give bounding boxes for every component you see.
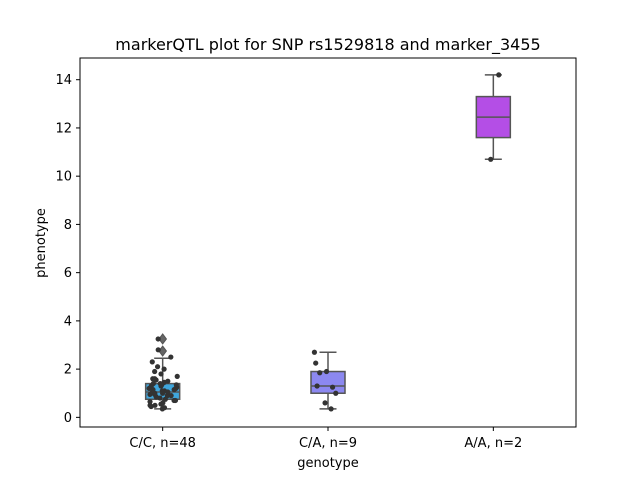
data-point [329,384,336,390]
data-point [328,406,334,412]
data-point [160,400,166,406]
data-point [147,402,153,408]
data-point [154,364,161,370]
data-point [147,399,153,405]
chart-title: markerQTL plot for SNP rs1529818 and mar… [115,35,540,55]
data-point [158,371,164,377]
data-point [173,382,179,388]
data-point [333,390,339,396]
plot-frame [79,57,577,428]
y-tick-label: 2 [64,363,72,378]
x-tick-label: C/C, n=48 [129,436,195,451]
outlier-marker [158,333,168,345]
data-point [161,405,168,411]
y-tick-label: 8 [64,218,72,233]
data-point [488,156,494,162]
data-point [152,391,158,398]
data-point [152,376,158,382]
data-point [172,397,179,404]
y-tick-label: 14 [55,73,72,88]
data-point [152,368,158,375]
data-point [311,349,318,355]
data-point [323,368,330,375]
y-tick-label: 6 [64,266,72,281]
box [310,370,346,394]
y-tick-label: 0 [64,411,72,426]
y-tick-label: 10 [55,170,72,185]
y-axis-label: phenotype [34,208,49,278]
data-point [496,72,502,78]
data-point [149,359,155,365]
data-point [168,354,174,360]
data-point [322,400,328,406]
data-point [317,370,323,376]
data-point [313,360,319,366]
data-point [174,373,180,379]
data-point [161,366,167,372]
data-point [159,382,165,388]
data-point [168,393,174,399]
y-tick-label: 4 [64,314,72,329]
data-point [314,383,320,389]
x-tick-label: A/A, n=2 [464,436,522,451]
x-tick-label: C/A, n=9 [299,436,357,451]
x-axis-label: genotype [297,456,358,471]
data-point [159,388,165,394]
data-point [165,378,171,384]
y-tick-label: 12 [55,121,72,136]
data-point [171,387,177,393]
data-point [150,380,156,387]
data-point [155,347,161,353]
data-point [152,402,158,408]
data-point [155,336,161,342]
